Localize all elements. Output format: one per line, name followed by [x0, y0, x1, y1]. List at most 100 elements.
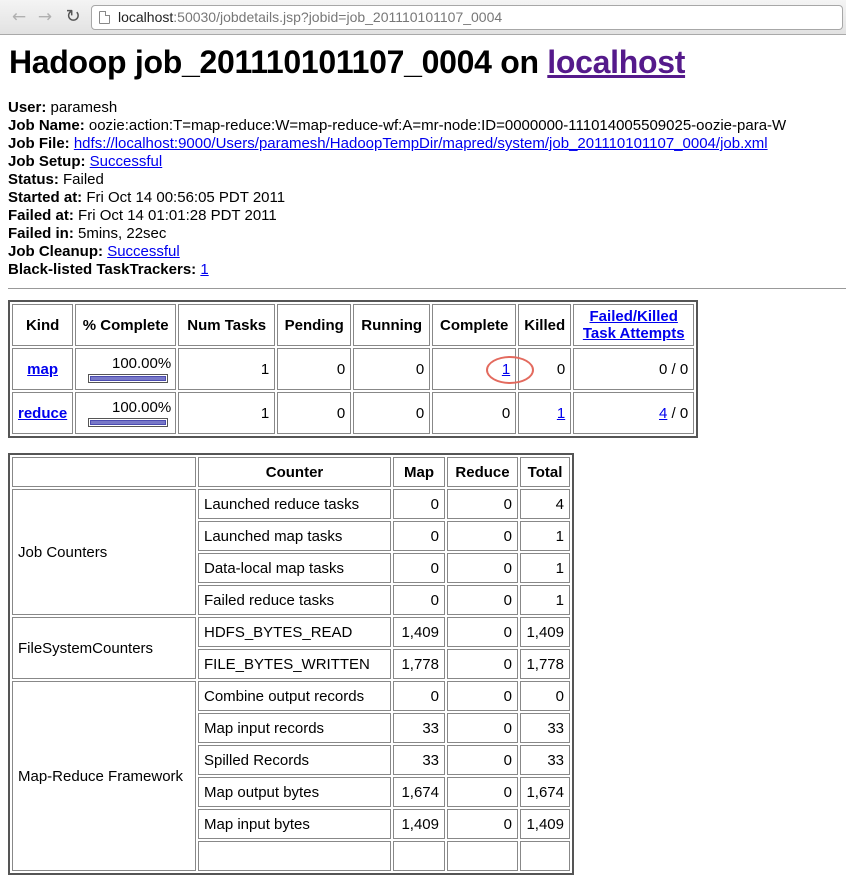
group-map-reduce-framework: Map-Reduce Framework [12, 681, 196, 871]
map-value: 1,409 [393, 617, 445, 647]
task-summary-table: Kind % Complete Num Tasks Pending Runnin… [8, 300, 699, 438]
running-cell: 0 [353, 392, 431, 434]
progress-cell: 100.00% [75, 348, 177, 390]
counters-header: Counter Map Reduce Total [12, 457, 570, 487]
failed-killed-cell: 4 / 0 [573, 392, 695, 434]
counter-name: Launched reduce tasks [198, 489, 391, 519]
killed-attempts: 0 [679, 404, 689, 422]
jobtracker-host-link[interactable]: localhost [547, 44, 686, 80]
group-filesystem-counters: FileSystemCounters [12, 617, 196, 679]
counter-name: Combine output records [198, 681, 391, 711]
reduce-value: 0 [447, 585, 518, 615]
counter-name [198, 841, 391, 871]
col-complete: Complete [432, 304, 517, 346]
table-row: FILE_BYTES_WRITTEN 1,778 0 1,778 [12, 649, 570, 679]
map-link[interactable]: map [27, 360, 59, 378]
map-value: 0 [393, 585, 445, 615]
reduce-value: 0 [447, 809, 518, 839]
user-value: paramesh [50, 99, 118, 116]
counter-name: FILE_BYTES_WRITTEN [198, 649, 391, 679]
url-path: :50030/jobdetails.jsp?jobid=job_20111010… [173, 9, 503, 25]
num-tasks-cell: 1 [178, 348, 276, 390]
col-pending: Pending [277, 304, 352, 346]
user-label: User: [8, 99, 47, 116]
progress-bar-fill [90, 419, 167, 425]
killed-count-link[interactable]: 1 [556, 404, 566, 422]
counter-name: Map output bytes [198, 777, 391, 807]
complete-cell: 0 [432, 392, 517, 434]
counter-name: Map input records [198, 713, 391, 743]
table-row: Map input records 33 0 33 [12, 713, 570, 743]
total-value: 33 [520, 745, 570, 775]
job-setup-link[interactable]: Successful [89, 153, 163, 170]
running-cell: 0 [353, 348, 431, 390]
progress-cell: 100.00% [75, 392, 177, 434]
map-value: 33 [393, 713, 445, 743]
table-row: Map output bytes 1,674 0 1,674 [12, 777, 570, 807]
reduce-link[interactable]: reduce [18, 404, 68, 422]
reduce-value: 0 [447, 745, 518, 775]
map-value: 33 [393, 745, 445, 775]
address-bar[interactable]: localhost:50030/jobdetails.jsp?jobid=job… [91, 5, 843, 30]
map-value: 0 [393, 521, 445, 551]
job-cleanup-link[interactable]: Successful [107, 243, 180, 260]
col-num-tasks: Num Tasks [178, 304, 276, 346]
progress-bar-fill [90, 375, 167, 381]
job-name-label: Job Name: [8, 117, 85, 134]
counter-name: HDFS_BYTES_READ [198, 617, 391, 647]
failed-killed-link-line2[interactable]: Task Attempts [582, 325, 685, 342]
total-value: 1,409 [520, 809, 570, 839]
kind-cell: map [12, 348, 74, 390]
page-title: Hadoop job_201110101107_0004 on localhos… [9, 44, 686, 80]
total-value: 1,674 [520, 777, 570, 807]
map-value: 0 [393, 681, 445, 711]
progress-text: 100.00% [111, 398, 172, 416]
task-table-header: Kind % Complete Num Tasks Pending Runnin… [12, 304, 695, 346]
col-percent-complete: % Complete [75, 304, 177, 346]
counter-name: Data-local map tasks [198, 553, 391, 583]
status-label: Status: [8, 171, 59, 188]
total-value: 33 [520, 713, 570, 743]
kind-cell: reduce [12, 392, 74, 434]
failed-killed-cell: 0 / 0 [573, 348, 695, 390]
group-job-counters: Job Counters [12, 489, 196, 615]
table-row: Job Counters Launched reduce tasks 0 0 4 [12, 489, 570, 615]
failed-killed-link-line1[interactable]: Failed/Killed [589, 308, 678, 325]
job-info: User: paramesh Job Name: oozie:action:T=… [8, 99, 786, 279]
total-value: 1 [520, 585, 570, 615]
started-value: Fri Oct 14 00:56:05 PDT 2011 [86, 189, 286, 206]
blacklisted-link[interactable]: 1 [200, 261, 209, 278]
table-row: Spilled Records 33 0 33 [12, 745, 570, 775]
total-value: 1,409 [520, 617, 570, 647]
reduce-value: 0 [447, 521, 518, 551]
url-host: localhost [118, 9, 174, 25]
col-kind: Kind [12, 304, 74, 346]
counter-name: Map input bytes [198, 809, 391, 839]
col-counter: Counter [198, 457, 391, 487]
total-value [520, 841, 570, 871]
total-value: 1,778 [520, 649, 570, 679]
total-value: 1 [520, 553, 570, 583]
failed-attempts-link[interactable]: 4 [659, 404, 668, 422]
table-row: Data-local map tasks 0 0 1 [12, 553, 570, 583]
col-failed-killed-attempts[interactable]: Failed/Killed Task Attempts [573, 304, 695, 346]
counter-name: Failed reduce tasks [198, 585, 391, 615]
job-setup-label: Job Setup: [8, 153, 86, 170]
table-row: Map input bytes 1,409 0 1,409 [12, 809, 570, 839]
job-file-link[interactable]: hdfs://localhost:9000/Users/paramesh/Had… [73, 135, 768, 152]
progress-bar [88, 373, 169, 383]
total-value: 4 [520, 489, 570, 519]
back-arrow-icon[interactable]: ← [11, 7, 27, 27]
status-value: Failed [63, 171, 104, 188]
progress-bar [88, 417, 169, 427]
killed-attempts: 0 [679, 360, 689, 378]
forward-arrow-icon[interactable]: → [37, 7, 53, 27]
col-reduce: Reduce [447, 457, 518, 487]
reload-icon[interactable]: ↻ [65, 6, 81, 27]
reduce-value: 0 [447, 681, 518, 711]
job-cleanup-label: Job Cleanup: [8, 243, 104, 260]
total-value: 0 [520, 681, 570, 711]
reduce-value: 0 [447, 489, 518, 519]
counter-name: Spilled Records [198, 745, 391, 775]
col-map: Map [393, 457, 445, 487]
